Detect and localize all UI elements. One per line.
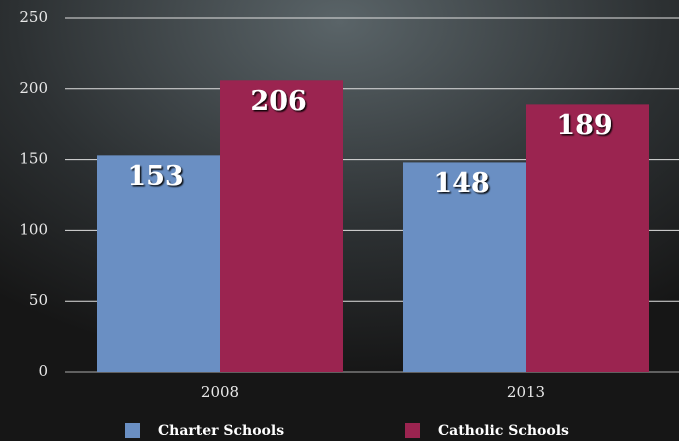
bar [220, 80, 343, 372]
bar [97, 155, 220, 372]
x-tick-label: 2008 [201, 383, 239, 401]
legend-label: Catholic Schools [438, 423, 569, 439]
y-tick-label: 50 [29, 291, 48, 309]
y-tick-label: 200 [19, 79, 48, 97]
data-label: 206 [250, 86, 306, 117]
data-label: 148 [433, 168, 489, 199]
y-tick-label: 150 [19, 150, 48, 168]
legend-swatch [405, 423, 420, 438]
y-tick-label: 100 [19, 220, 48, 238]
data-label: 189 [556, 110, 612, 141]
legend-swatch [125, 423, 140, 438]
y-tick-label: 0 [38, 362, 48, 380]
legend-label: Charter Schools [158, 423, 284, 439]
data-label: 153 [127, 161, 183, 192]
bar [403, 162, 526, 372]
x-tick-label: 2013 [507, 383, 545, 401]
y-tick-label: 250 [19, 8, 48, 26]
bar [526, 104, 649, 372]
